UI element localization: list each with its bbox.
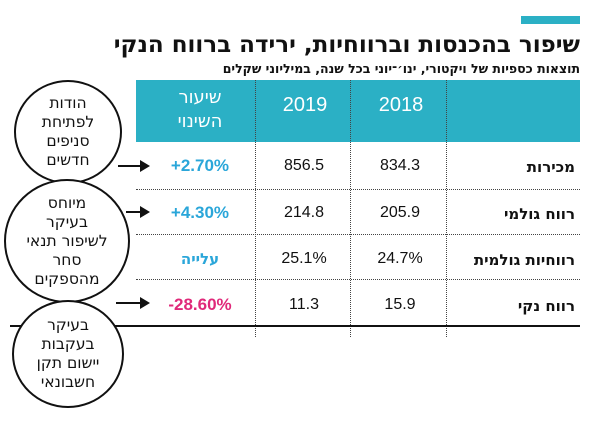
change-value: +4.30% [170,203,230,222]
value-2019: 11.3 [289,296,319,313]
column-header-2019: 2019 [282,94,328,116]
row-label: מכירות [526,158,575,176]
column-divider [255,80,256,337]
callout-sales: הודות לפתיחת סניפים חדשים [14,80,122,184]
accent-bar [521,16,580,24]
column-divider [446,80,447,337]
callout-text: בעיקר בעקבות יישום תקן חשבונאי [36,316,100,391]
callout-net-profit: בעיקר בעקבות יישום תקן חשבונאי [12,300,124,408]
callout-text: הודות לפתיחת סניפים חדשים [41,94,95,169]
row-label: רווחיות גולמית [473,251,575,269]
value-2018: 834.3 [379,157,421,174]
callout-text: מיוחס בעיקר לשיפור תנאי סחר מהספקים [26,193,108,288]
arrow-head [140,160,150,172]
column-divider [350,80,351,337]
row-divider [136,279,580,280]
table-bottom-rule [10,325,580,327]
row-label: רווח גולמי [503,205,575,223]
row-divider [136,189,580,190]
arrow-head [140,297,150,309]
value-2019: 214.8 [283,204,325,221]
row-label: רווח נקי [517,297,575,315]
value-2019: 25.1% [281,250,327,267]
change-value: -28.60% [168,295,232,314]
column-header-change: שיעור השינוי [155,86,245,134]
chart-title: שיפור בהכנסות וברווחיות, ירידה ברווח הנק… [113,32,580,58]
callout-gross-profit: מיוחס בעיקר לשיפור תנאי סחר מהספקים [4,179,130,303]
change-value: עלייה [180,250,220,268]
value-2019: 856.5 [283,157,325,174]
column-header-change-text: שיעור השינוי [177,87,223,132]
value-2018: 205.9 [379,204,421,221]
value-2018: 24.7% [377,250,423,267]
chart-subtitle: תוצאות כספיות של ויקטורי, ינו׳־יוני בכל … [222,61,580,76]
column-header-2018: 2018 [378,94,424,116]
change-value: +2.70% [170,156,230,175]
arrow-head [140,206,150,218]
table-header-band [136,80,580,142]
value-2018: 15.9 [384,296,416,313]
row-divider [136,234,580,235]
